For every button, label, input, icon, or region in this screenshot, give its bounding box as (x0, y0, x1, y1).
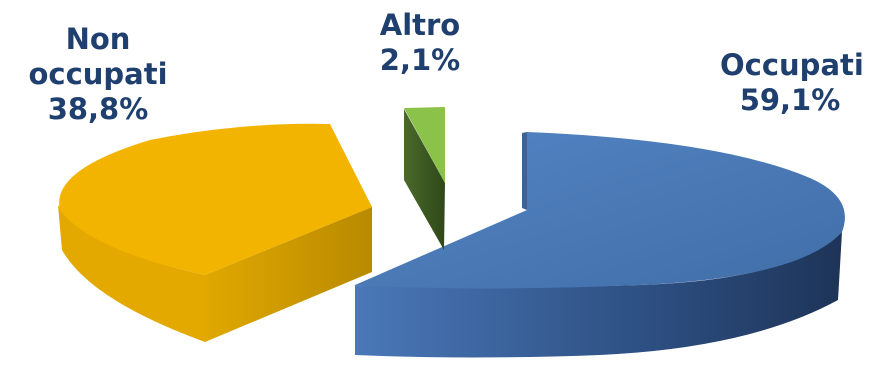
label-altro-line1: Altro (379, 8, 461, 42)
slice-occupati-cut (522, 132, 527, 210)
slice-non-occupati-cut (205, 207, 372, 342)
label-altro-percent: 2,1% (379, 43, 461, 77)
label-altro: Altro 2,1% (365, 8, 475, 78)
slice-non-occupati-top (59, 123, 372, 275)
slice-altro-side (404, 109, 445, 250)
slice-non-occupati (58, 123, 372, 342)
label-non-occupati-line1: Non (65, 22, 131, 56)
label-non-occupati: Non occupati 38,8% (18, 22, 178, 127)
slice-occupati-top (355, 132, 845, 289)
slice-non-occupati-side (58, 205, 205, 342)
label-occupati-percent: 59,1% (739, 83, 841, 117)
slice-altro-top (404, 107, 445, 183)
label-non-occupati-percent: 38,8% (47, 92, 149, 126)
slice-occupati (355, 132, 845, 358)
label-occupati-line1: Occupati (720, 48, 864, 82)
label-occupati: Occupati 59,1% (720, 48, 864, 118)
slice-altro (404, 107, 445, 250)
slice-occupati-side (355, 232, 842, 358)
label-non-occupati-line2: occupati (28, 57, 168, 91)
